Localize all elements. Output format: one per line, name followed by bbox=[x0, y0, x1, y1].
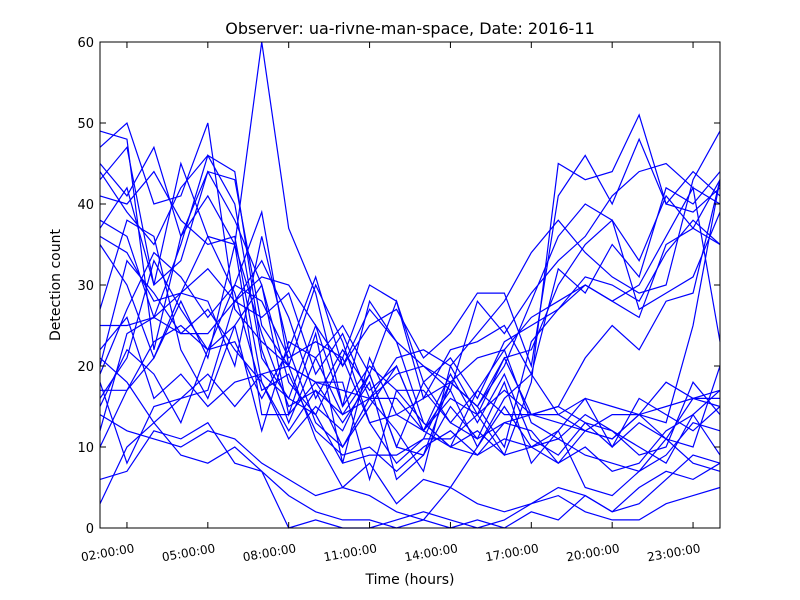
chart-title: Observer: ua-rivne-man-space, Date: 2016… bbox=[225, 19, 595, 38]
series-line-19 bbox=[99, 171, 721, 434]
series-line-15 bbox=[99, 421, 721, 529]
y-axis-ticks: 0 10 20 30 40 50 60 bbox=[77, 36, 720, 537]
series-line-7 bbox=[99, 161, 721, 473]
y-tick-label: 40 bbox=[77, 198, 94, 213]
series-line-24 bbox=[99, 41, 721, 457]
series-line-20 bbox=[99, 194, 721, 424]
x-axis-label: Time (hours) bbox=[365, 572, 455, 588]
x-tick-label: 11:00:00 bbox=[323, 541, 379, 564]
y-tick-label: 60 bbox=[77, 36, 94, 51]
series-line-12 bbox=[100, 324, 720, 465]
series-line-11 bbox=[99, 316, 721, 472]
series-line-22 bbox=[99, 130, 721, 400]
x-tick-label: 23:00:00 bbox=[646, 541, 702, 564]
y-tick-label: 30 bbox=[77, 279, 94, 294]
plot-background bbox=[100, 42, 720, 528]
y-axis-label: Detection count bbox=[48, 229, 64, 341]
series-layer bbox=[99, 41, 721, 529]
series-line-2 bbox=[99, 121, 721, 481]
x-tick-label: 08:00:00 bbox=[242, 541, 298, 564]
x-tick-label: 02:00:00 bbox=[80, 541, 136, 564]
series-line-17 bbox=[99, 211, 721, 465]
series-line-8 bbox=[99, 145, 721, 505]
x-tick-label: 05:00:00 bbox=[161, 541, 217, 564]
series-line-16 bbox=[99, 219, 721, 465]
y-tick-label: 50 bbox=[77, 117, 94, 132]
y-tick-label: 0 bbox=[86, 522, 94, 537]
y-tick-label: 20 bbox=[77, 360, 94, 375]
series-line-9 bbox=[99, 244, 721, 497]
x-tick-label: 17:00:00 bbox=[484, 541, 540, 564]
series-line-25 bbox=[99, 137, 721, 431]
series-line-23 bbox=[99, 179, 721, 424]
series-line-3 bbox=[99, 145, 721, 464]
series-line-21 bbox=[99, 186, 721, 400]
x-tick-label: 20:00:00 bbox=[565, 541, 621, 564]
series-line-14 bbox=[99, 421, 721, 529]
y-tick-label: 10 bbox=[77, 441, 94, 456]
x-tick-label: 14:00:00 bbox=[403, 541, 459, 564]
